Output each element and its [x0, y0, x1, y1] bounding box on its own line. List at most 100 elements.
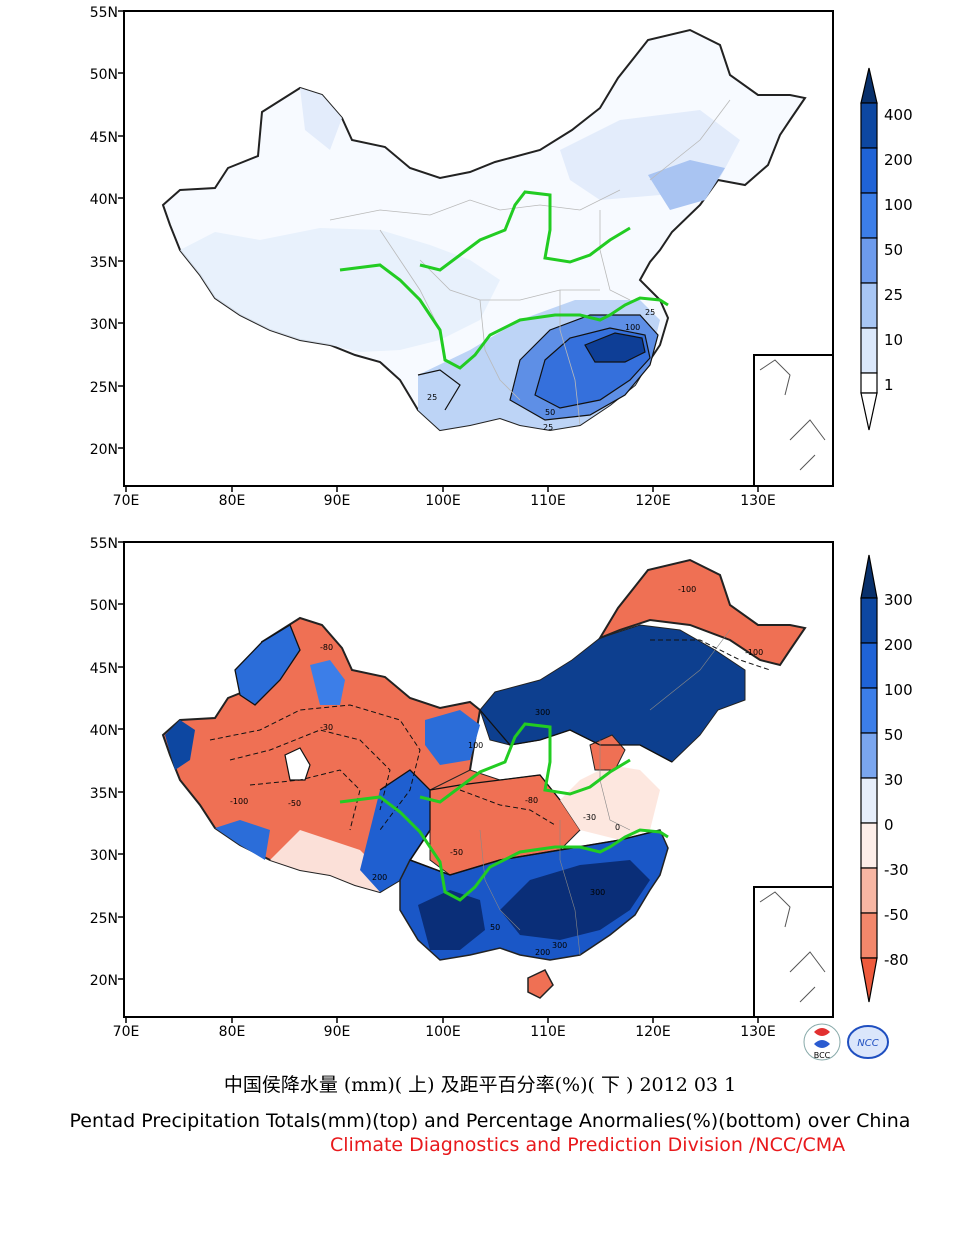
bottom-lat-label: 50N — [90, 598, 118, 614]
bottom-colorbar-top-arrow — [860, 554, 878, 599]
bottom-colorbar-swatch — [860, 597, 878, 644]
top-lat-label: 50N — [90, 67, 118, 83]
bottom-colorbar-label: 50 — [884, 726, 903, 744]
top-lat-label: 55N — [90, 5, 118, 21]
top-lon-label: 110E — [530, 493, 566, 509]
bottom-colorbar-swatch — [860, 687, 878, 734]
english-title: Pentad Precipitation Totals(mm)(top) and… — [69, 1110, 911, 1132]
top-province-lines — [329, 99, 731, 426]
top-colorbar-bottom-arrow — [860, 392, 878, 431]
top-contour-label: 25 — [645, 308, 655, 317]
bottom-colorbar-swatch — [860, 642, 878, 689]
top-lat-label: 30N — [90, 317, 118, 333]
bottom-lat-label: 30N — [90, 848, 118, 864]
bottom-lat-label: 40N — [90, 723, 118, 739]
ncc-logo: NCC — [846, 1022, 890, 1062]
top-lat-label: 35N — [90, 255, 118, 271]
bottom-map: -100 -80 100 300 -50 -30 0 200 300 -80 -… — [90, 536, 913, 1040]
bottom-colorbar-swatch — [860, 912, 878, 959]
bottom-contour-label: -50 — [450, 848, 463, 857]
top-lat-label: 45N — [90, 130, 118, 146]
bottom-dashed-contours — [209, 639, 771, 831]
top-colorbar — [860, 67, 878, 431]
bottom-west-wet-2 — [165, 720, 195, 770]
bottom-contour-label: -100 — [745, 648, 763, 657]
bottom-west-white — [284, 747, 311, 781]
top-contour-labels: 25 100 25 50 25 — [427, 308, 655, 432]
top-colorbar-swatch — [860, 372, 878, 394]
top-colorbar-label: 10 — [884, 331, 903, 349]
top-colorbar-labels: 400 200 100 50 25 10 1 — [884, 106, 913, 394]
bottom-contour-label: -80 — [525, 796, 538, 805]
top-lat-label: 40N — [90, 192, 118, 208]
bottom-west-wet-1 — [235, 625, 300, 705]
bcc-logo-text: BCC — [814, 1051, 831, 1060]
bottom-contour-label: 50 — [490, 923, 500, 932]
top-ne-shade — [648, 160, 725, 210]
top-lon-label: 100E — [425, 493, 461, 509]
bottom-colorbar-label: 30 — [884, 771, 903, 789]
top-light-shade — [180, 228, 500, 352]
bottom-lon-label: 80E — [219, 1024, 246, 1040]
top-contour-label: 100 — [625, 323, 640, 332]
bottom-colorbar-bottom-arrow — [860, 957, 878, 1003]
bottom-contour-label: 300 — [590, 888, 605, 897]
top-colorbar-top-arrow — [860, 67, 878, 104]
bottom-central-wet — [360, 770, 430, 892]
bottom-map-panel: -100 -80 100 300 -50 -30 0 200 300 -80 -… — [0, 530, 960, 1050]
credit-line: Climate Diagnostics and Prediction Divis… — [330, 1134, 846, 1156]
bottom-colorbar-label: 0 — [884, 816, 894, 834]
top-contours — [417, 314, 659, 421]
bottom-inset-box — [753, 886, 834, 1018]
top-colorbar-label: 400 — [884, 106, 913, 124]
bottom-contour-label: 0 — [615, 823, 620, 832]
top-colorbar-label: 100 — [884, 196, 913, 214]
bottom-colorbar-label: 100 — [884, 681, 913, 699]
bottom-lat-labels: 55N 50N 45N 40N 35N 30N 25N 20N — [90, 536, 118, 989]
bottom-colorbar — [860, 554, 878, 1003]
bottom-west-light — [270, 830, 380, 892]
bottom-contour-labels: -100 -80 100 300 -50 -30 0 200 300 -80 -… — [230, 585, 763, 957]
top-contour-label: 25 — [543, 423, 553, 432]
bottom-colorbar-label: -30 — [884, 861, 909, 879]
top-colorbar-label: 25 — [884, 286, 903, 304]
ncc-logo-text: NCC — [857, 1038, 878, 1049]
bottom-rivers — [339, 722, 669, 902]
bottom-lon-label: 100E — [425, 1024, 461, 1040]
bottom-central-wet-2 — [425, 710, 480, 765]
top-colorbar-label: 50 — [884, 241, 903, 259]
bottom-contour-label: 300 — [552, 941, 567, 950]
bottom-lon-label: 70E — [113, 1024, 140, 1040]
top-100-shade — [585, 333, 645, 362]
top-lon-label: 120E — [635, 493, 671, 509]
bottom-lon-label: 120E — [635, 1024, 671, 1040]
bottom-colorbar-swatch — [860, 732, 878, 779]
top-lon-label: 80E — [219, 493, 246, 509]
bottom-contour-label: -100 — [678, 585, 696, 594]
bottom-lon-label: 90E — [324, 1024, 351, 1040]
bottom-colorbar-swatch — [860, 867, 878, 914]
bottom-contour-label: 100 — [468, 741, 483, 750]
top-lon-labels: 70E 80E 90E 100E 110E 120E 130E — [113, 493, 776, 509]
bottom-colorbar-swatch — [860, 822, 878, 869]
chinese-title: 中国侯降水量 (mm)( 上) 及距平百分率(%)( 下 ) 2012 03 1 — [223, 1074, 737, 1096]
bottom-contour-label: -100 — [230, 797, 248, 806]
top-colorbar-swatch — [860, 327, 878, 374]
top-colorbar-swatch — [860, 282, 878, 329]
top-rivers — [339, 190, 669, 370]
bottom-west-wet-3 — [215, 820, 270, 860]
bottom-contour-label: 200 — [372, 873, 387, 882]
bottom-contour-label: 300 — [535, 708, 550, 717]
top-colorbar-label: 1 — [884, 376, 894, 394]
top-colorbar-swatch — [860, 102, 878, 149]
bottom-east-light — [560, 765, 660, 840]
bottom-south-wet-core — [500, 860, 650, 940]
bottom-contour-label: -30 — [320, 723, 333, 732]
top-lon-label: 90E — [324, 493, 351, 509]
top-colorbar-label: 200 — [884, 151, 913, 169]
bottom-lon-label: 130E — [740, 1024, 776, 1040]
top-light-shade-north — [300, 88, 740, 200]
top-lat-label: 25N — [90, 380, 118, 396]
bottom-contour-label: -50 — [288, 799, 301, 808]
top-colorbar-swatch — [860, 147, 878, 194]
